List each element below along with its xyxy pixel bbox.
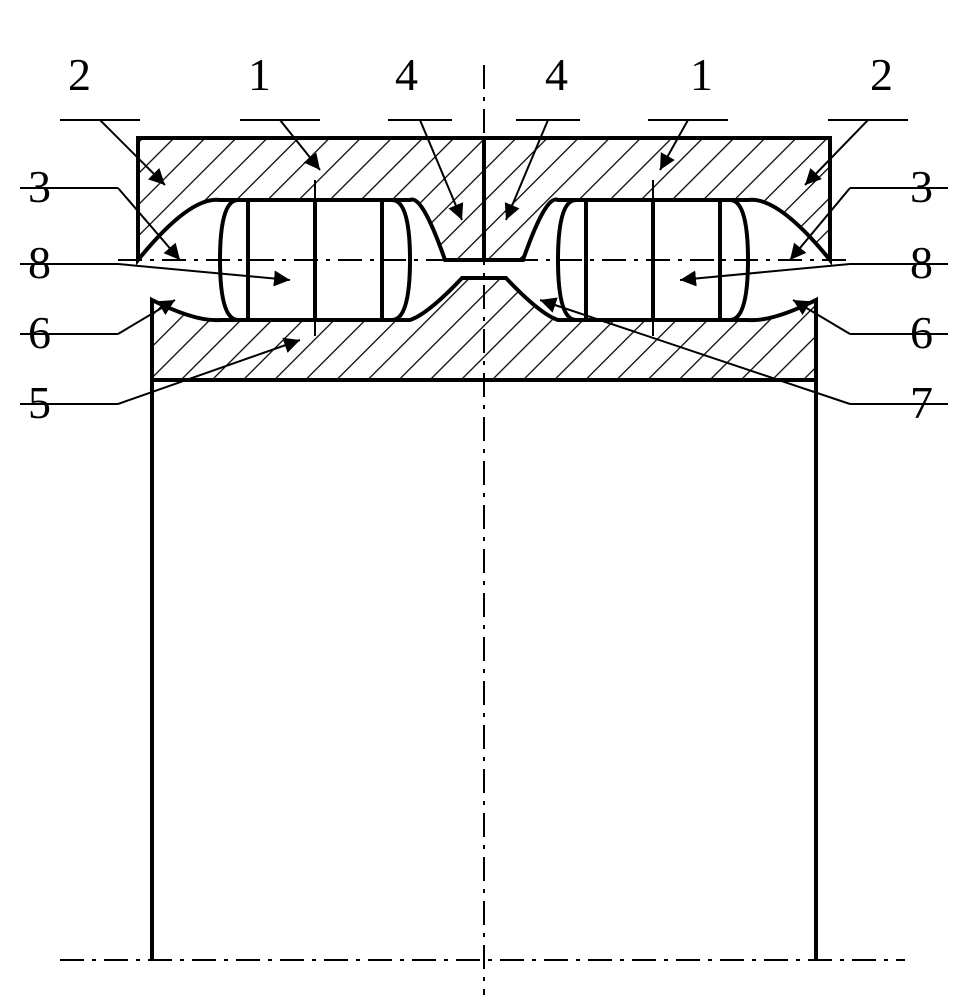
label-L4a: 4 xyxy=(395,49,418,100)
label-L5: 5 xyxy=(28,377,51,428)
label-L7: 7 xyxy=(910,377,933,428)
label-L6a: 6 xyxy=(28,307,51,358)
label-L8b: 8 xyxy=(910,237,933,288)
label-L3a: 3 xyxy=(28,161,51,212)
label-L2b: 2 xyxy=(870,49,893,100)
label-L2a: 2 xyxy=(68,49,91,100)
label-L6b: 6 xyxy=(910,307,933,358)
label-L4b: 4 xyxy=(545,49,568,100)
label-L1a: 1 xyxy=(248,49,271,100)
label-L1b: 1 xyxy=(690,49,713,100)
label-L8a: 8 xyxy=(28,237,51,288)
label-L3b: 3 xyxy=(910,161,933,212)
